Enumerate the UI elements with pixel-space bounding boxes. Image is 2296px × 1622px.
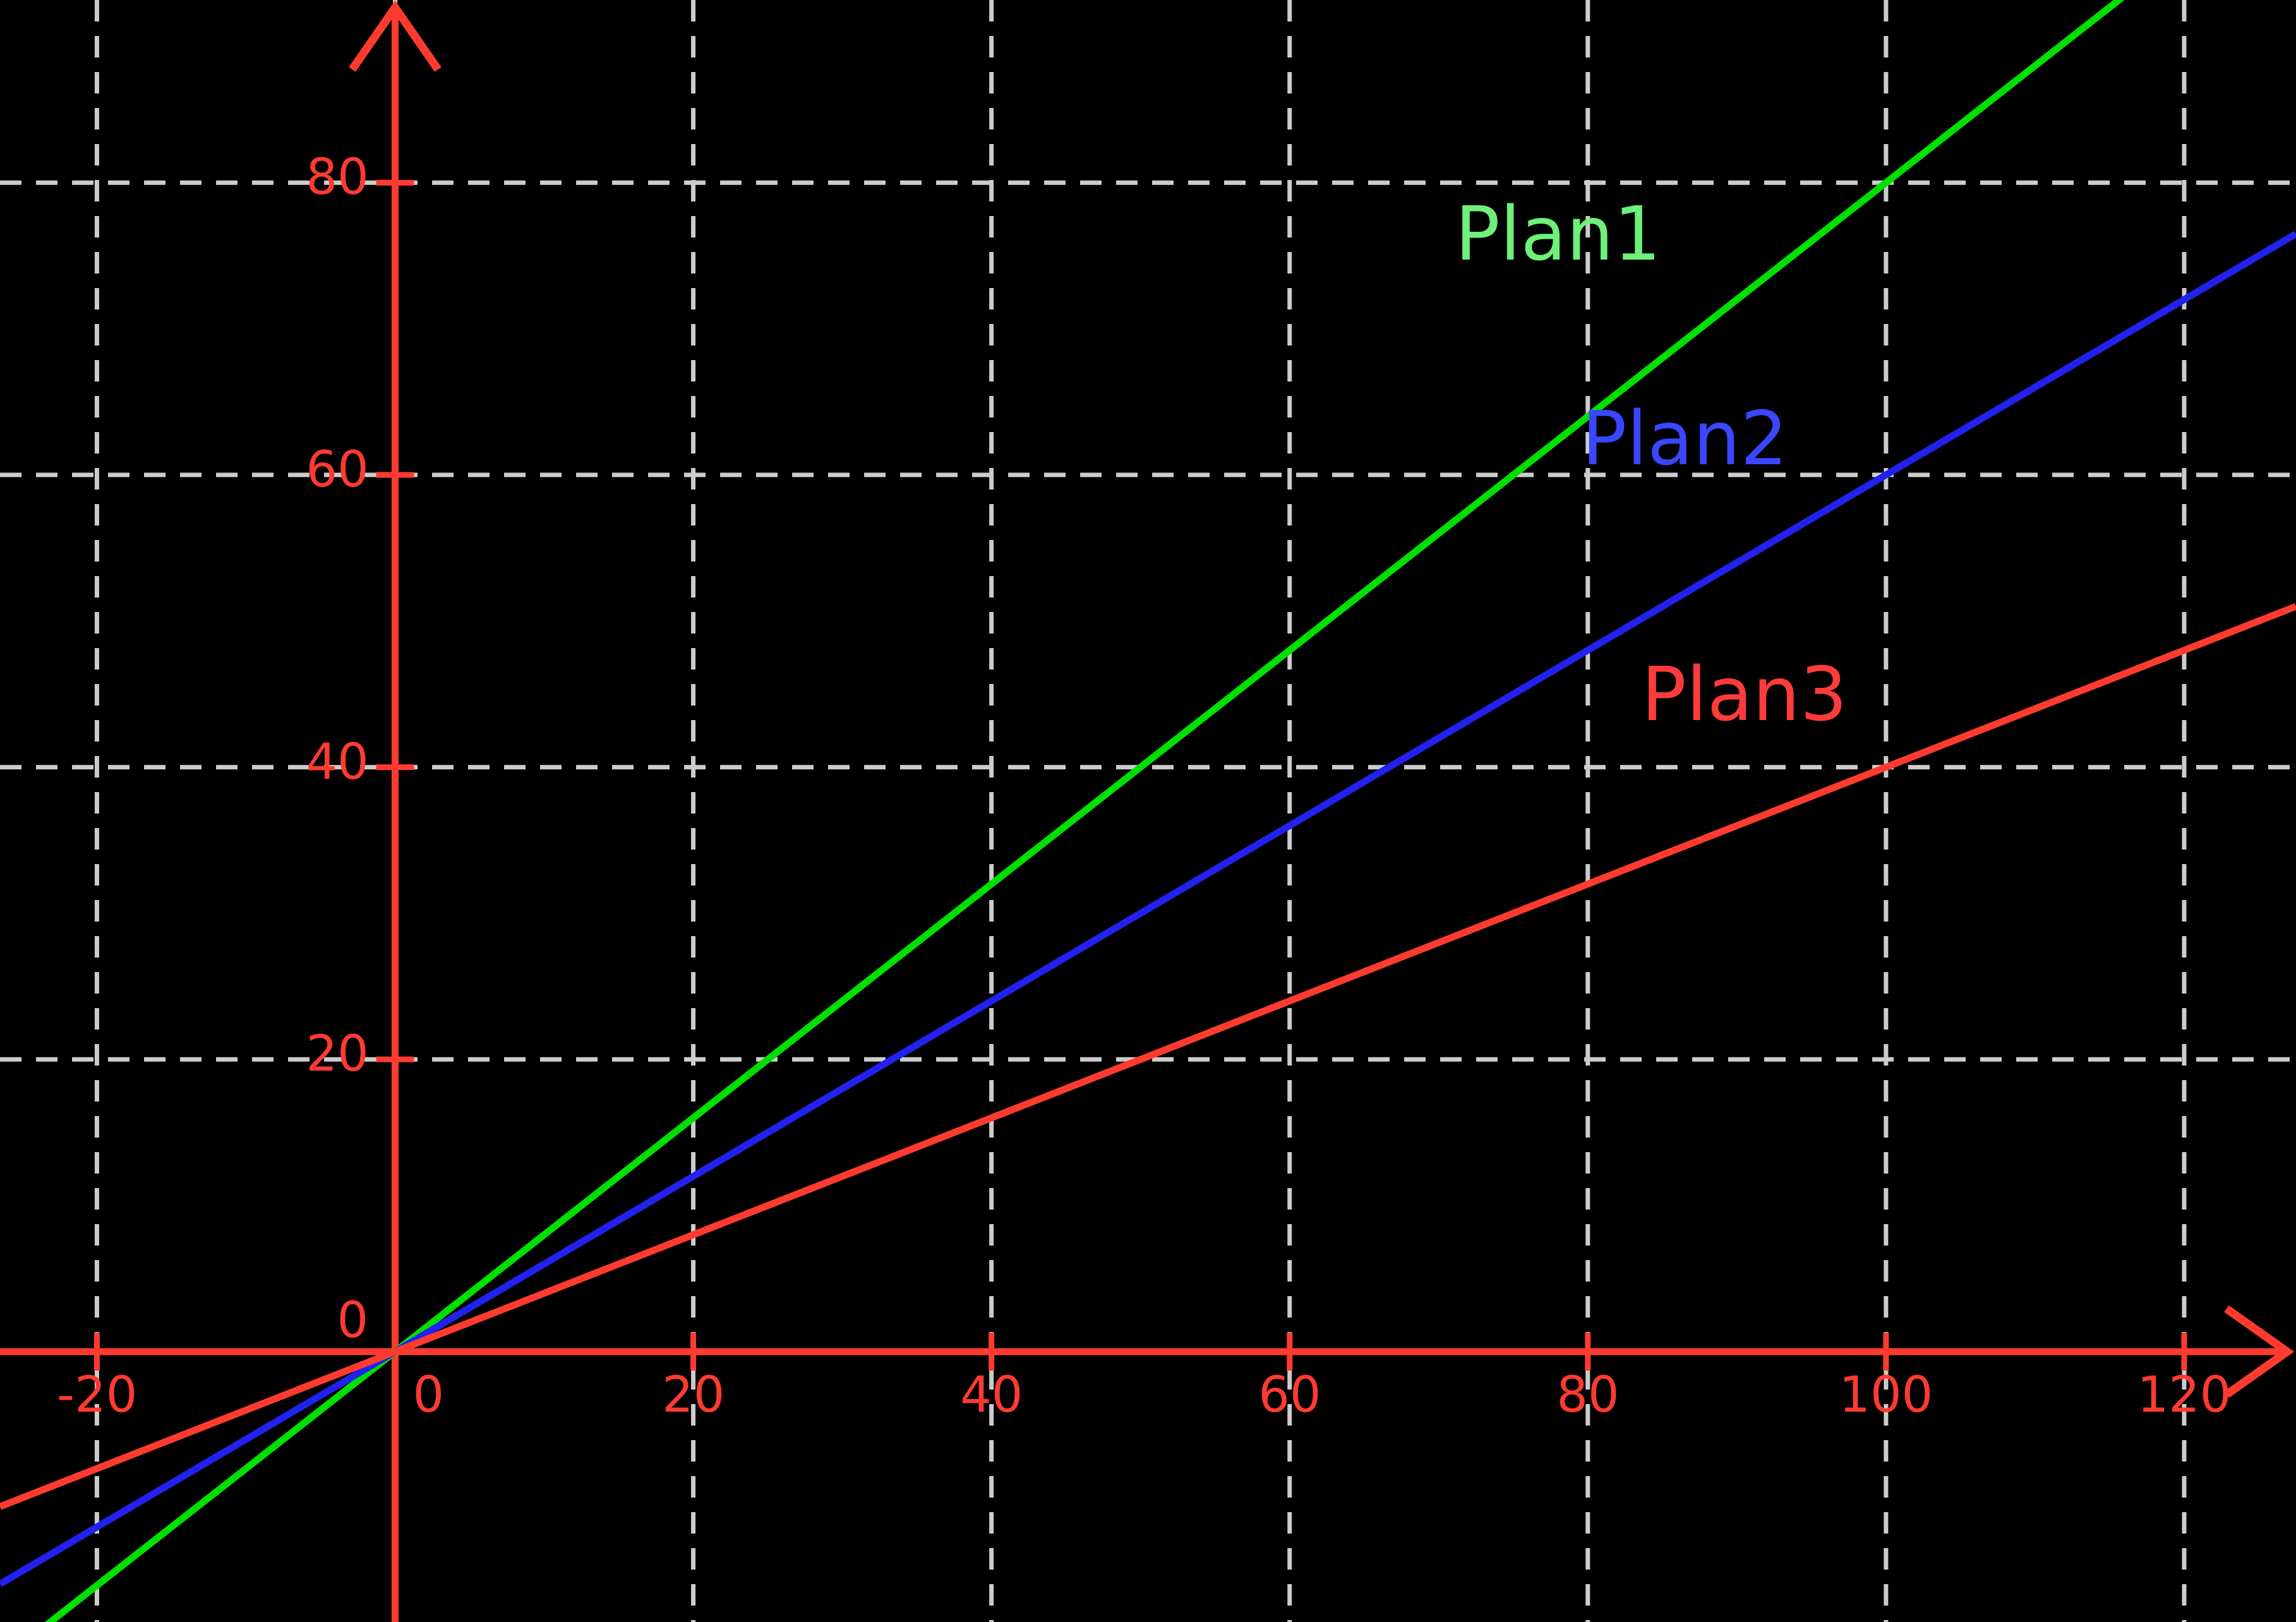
x-tick-label: 0 — [412, 1367, 445, 1424]
series-label-plan2: Plan2 — [1582, 395, 1788, 483]
y-tick-label: 40 — [306, 733, 369, 791]
series-label-plan1: Plan1 — [1455, 190, 1661, 278]
x-tick-label: -20 — [56, 1367, 138, 1424]
y-tick-label: 20 — [306, 1026, 369, 1083]
x-tick-label: 40 — [960, 1367, 1023, 1424]
x-tick-label: 60 — [1258, 1367, 1321, 1424]
x-tick-label: 100 — [1839, 1367, 1933, 1424]
y-tick-label: 80 — [306, 149, 369, 207]
x-tick-label: 120 — [2137, 1367, 2232, 1424]
series-label-plan3: Plan3 — [1641, 650, 1848, 738]
axis-ticks-group — [93, 179, 2187, 1371]
y-tick-label: 60 — [306, 441, 369, 498]
x-tick-label: 20 — [662, 1367, 725, 1424]
y-tick-label: 0 — [337, 1292, 369, 1349]
x-tick-label: 80 — [1556, 1367, 1620, 1424]
